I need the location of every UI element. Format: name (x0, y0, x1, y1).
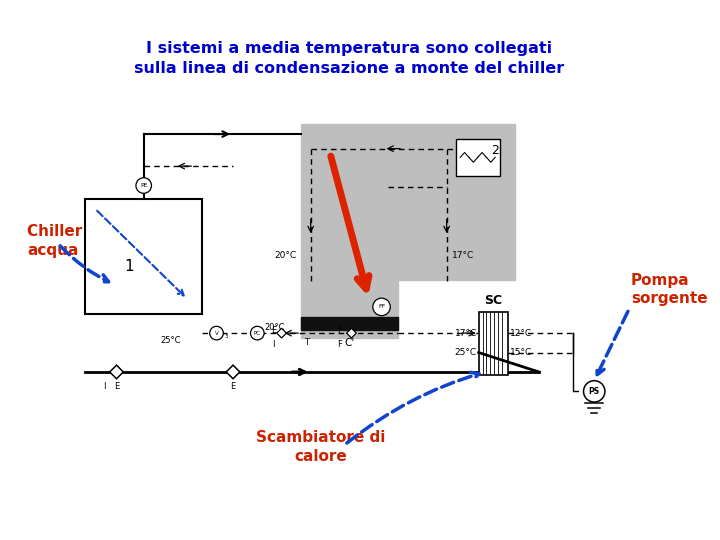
Bar (301, 280, 398, 338)
Text: F: F (338, 326, 342, 335)
Text: Chiller acqua-
acqua: Chiller acqua- acqua (27, 224, 145, 258)
Text: E: E (114, 382, 119, 390)
Text: 20°C: 20°C (264, 323, 284, 333)
Bar (86, 199, 202, 314)
Text: F: F (338, 340, 342, 349)
Text: 20°C: 20°C (274, 251, 296, 260)
Text: PC: PC (253, 330, 261, 336)
Bar (479, 312, 508, 375)
Circle shape (251, 326, 264, 340)
Text: 25°C: 25°C (454, 348, 477, 357)
Text: I: I (273, 340, 275, 349)
Bar (301, 316, 398, 330)
Circle shape (210, 326, 223, 340)
Text: I sistemi a media temperatura sono collegati
sulla linea di condensazione a mont: I sistemi a media temperatura sono colle… (135, 41, 564, 76)
Text: C': C' (344, 338, 355, 348)
Text: V: V (215, 330, 218, 336)
Circle shape (583, 381, 605, 402)
Text: 25°C: 25°C (161, 336, 181, 345)
Polygon shape (276, 328, 287, 338)
Text: E: E (271, 326, 276, 335)
Text: 17°C: 17°C (451, 251, 474, 260)
Text: 12°C: 12°C (510, 329, 532, 338)
Bar (456, 139, 500, 176)
Text: 1: 1 (125, 259, 134, 274)
Text: 15°C: 15°C (510, 348, 532, 357)
Text: PS: PS (589, 387, 600, 396)
Polygon shape (226, 365, 240, 379)
Text: T: T (305, 338, 310, 347)
Text: I: I (104, 382, 106, 390)
Polygon shape (109, 365, 123, 379)
Text: 2: 2 (491, 144, 499, 157)
Text: Pompa
sorgente: Pompa sorgente (631, 273, 708, 306)
Circle shape (136, 178, 151, 193)
Text: PE: PE (140, 183, 148, 188)
Bar (301, 124, 515, 280)
Circle shape (373, 298, 390, 316)
Text: 17°C: 17°C (454, 329, 477, 338)
Text: SC: SC (484, 294, 503, 307)
Text: FF: FF (378, 305, 385, 309)
Text: 3: 3 (225, 334, 228, 339)
Polygon shape (346, 328, 356, 338)
Text: Scambiatore di
calore: Scambiatore di calore (256, 430, 385, 463)
Text: E: E (230, 382, 235, 390)
